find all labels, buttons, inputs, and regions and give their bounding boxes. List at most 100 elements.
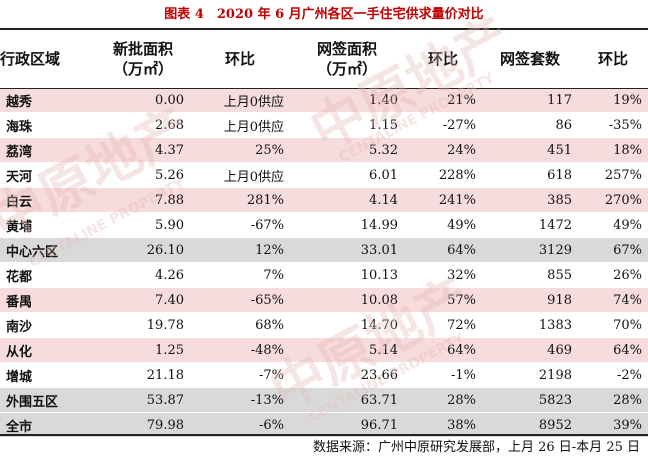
cell-signed-area: 1.40 — [290, 88, 404, 113]
cell-district: 南沙 — [0, 312, 96, 338]
cell-signed-area: 14.99 — [290, 212, 404, 238]
cell-ratio2: 49% — [404, 212, 482, 238]
cell-new-area: 7.40 — [96, 287, 190, 313]
cell-ratio2: 21% — [404, 88, 482, 113]
cell-district: 天河 — [0, 162, 96, 188]
cell-new-area: 21.18 — [96, 362, 190, 388]
cell-signed-area: 23.66 — [290, 362, 404, 388]
bottom-rule — [0, 434, 648, 436]
cell-new-area: 1.25 — [96, 337, 190, 363]
cell-new-area: 2.68 — [96, 112, 190, 138]
table-row: 增城 21.18 -7% 23.66 -1% 2198 -2% — [0, 362, 648, 388]
cell-signed-units: 3129 — [482, 237, 578, 263]
cell-ratio3: 26% — [578, 262, 648, 288]
cell-district: 海珠 — [0, 112, 96, 138]
table-row: 花都 4.26 7% 10.13 32% 855 26% — [0, 262, 648, 288]
table-row: 番禺 7.40 -65% 10.08 57% 918 74% — [0, 287, 648, 313]
cell-signed-area: 63.71 — [290, 387, 404, 413]
cell-signed-units: 117 — [482, 88, 578, 113]
cell-new-area: 79.98 — [96, 412, 190, 438]
cell-ratio2: 241% — [404, 187, 482, 213]
cell-ratio1: 上月0供应 — [190, 88, 290, 113]
header-row: 行政区域 新批面积 （万㎡） 环比 网签面积 （万㎡） 环比 网签套数 环比 — [0, 30, 648, 88]
cell-signed-units: 86 — [482, 112, 578, 138]
header-new-area-line2: （万㎡） — [112, 60, 173, 78]
cell-signed-area: 5.32 — [290, 137, 404, 163]
cell-ratio3: 19% — [578, 88, 648, 113]
cell-ratio1: -7% — [190, 362, 290, 388]
cell-ratio2: 38% — [404, 412, 482, 438]
cell-ratio2: 64% — [404, 337, 482, 363]
cell-signed-area: 33.01 — [290, 237, 404, 263]
cell-district: 从化 — [0, 337, 96, 363]
table-row: 白云 7.88 281% 4.14 241% 385 270% — [0, 187, 648, 213]
cell-district: 番禺 — [0, 287, 96, 313]
cell-ratio2: -1% — [404, 362, 482, 388]
cell-signed-area: 6.01 — [290, 162, 404, 188]
cell-new-area: 0.00 — [96, 88, 190, 113]
table-body: 越秀 0.00 上月0供应 1.40 21% 117 19% 海珠 2.68 上月0供应 1.15-… — [0, 88, 648, 438]
header-signed-units: 网签套数 — [499, 50, 560, 68]
table-row: 天河 5.26 上月0供应 6.01 228% 618 257% — [0, 162, 648, 188]
cell-signed-units: 451 — [482, 137, 578, 163]
cell-ratio1: 68% — [190, 312, 290, 338]
cell-ratio3: -2% — [578, 362, 648, 388]
cell-new-area: 4.37 — [96, 137, 190, 163]
cell-ratio2: 228% — [404, 162, 482, 188]
header-ratio1: 环比 — [224, 50, 255, 68]
cell-signed-units: 2198 — [482, 362, 578, 388]
cell-ratio3: -35% — [578, 112, 648, 138]
cell-ratio3: 64% — [578, 337, 648, 363]
cell-signed-area: 1.15 — [290, 112, 404, 138]
header-new-area: 新批面积 （万㎡） — [96, 30, 190, 88]
cell-new-area: 19.78 — [96, 312, 190, 338]
cell-signed-units: 1472 — [482, 212, 578, 238]
cell-new-area: 26.10 — [96, 237, 190, 263]
header-signed-area-line2: （万㎡） — [316, 60, 377, 78]
cell-signed-area: 14.70 — [290, 312, 404, 338]
table-row: 全市 79.98 -6% 96.71 38% 8952 39% — [0, 412, 648, 438]
cell-new-area: 53.87 — [96, 387, 190, 413]
cell-signed-units: 618 — [482, 162, 578, 188]
cell-ratio2: 32% — [404, 262, 482, 288]
table-row: 南沙 19.78 68% 14.70 72% 1383 70% — [0, 312, 648, 338]
cell-ratio2: -27% — [404, 112, 482, 138]
table-row: 越秀 0.00 上月0供应 1.40 21% 117 19% — [0, 88, 648, 113]
cell-new-area: 5.90 — [96, 212, 190, 238]
header-signed-area: 网签面积 （万㎡） — [290, 30, 404, 88]
cell-ratio3: 49% — [578, 212, 648, 238]
cell-signed-units: 855 — [482, 262, 578, 288]
cell-ratio2: 28% — [404, 387, 482, 413]
cell-ratio1: -6% — [190, 412, 290, 438]
table-row: 海珠 2.68 上月0供应 1.15 -27% 86 -35% — [0, 112, 648, 138]
cell-ratio1: -67% — [190, 212, 290, 238]
cell-signed-units: 1383 — [482, 312, 578, 338]
cell-new-area: 7.88 — [96, 187, 190, 213]
cell-ratio3: 18% — [578, 137, 648, 163]
cell-district: 黄埔 — [0, 212, 96, 238]
header-district: 行政区域 — [0, 50, 61, 68]
cell-signed-units: 385 — [482, 187, 578, 213]
cell-district: 荔湾 — [0, 137, 96, 163]
cell-signed-units: 5823 — [482, 387, 578, 413]
cell-ratio1: -13% — [190, 387, 290, 413]
cell-signed-area: 10.13 — [290, 262, 404, 288]
header-ratio3: 环比 — [597, 50, 628, 68]
cell-ratio1: 12% — [190, 237, 290, 263]
cell-signed-area: 96.71 — [290, 412, 404, 438]
table-title: 图表 4 2020 年 6 月广州各区一手住宅供求量价对比 — [164, 7, 484, 22]
header-new-area-line1: 新批面积 — [112, 40, 173, 58]
cell-ratio1: 上月0供应 — [190, 112, 290, 138]
cell-district: 白云 — [0, 187, 96, 213]
cell-new-area: 5.26 — [96, 162, 190, 188]
cell-ratio2: 72% — [404, 312, 482, 338]
cell-district: 外围五区 — [0, 387, 96, 413]
cell-ratio3: 39% — [578, 412, 648, 438]
cell-district: 中心六区 — [0, 237, 96, 263]
cell-ratio1: 25% — [190, 137, 290, 163]
cell-ratio3: 70% — [578, 312, 648, 338]
cell-ratio3: 28% — [578, 387, 648, 413]
cell-ratio1: 上月0供应 — [190, 162, 290, 188]
cell-signed-units: 918 — [482, 287, 578, 313]
cell-ratio3: 74% — [578, 287, 648, 313]
